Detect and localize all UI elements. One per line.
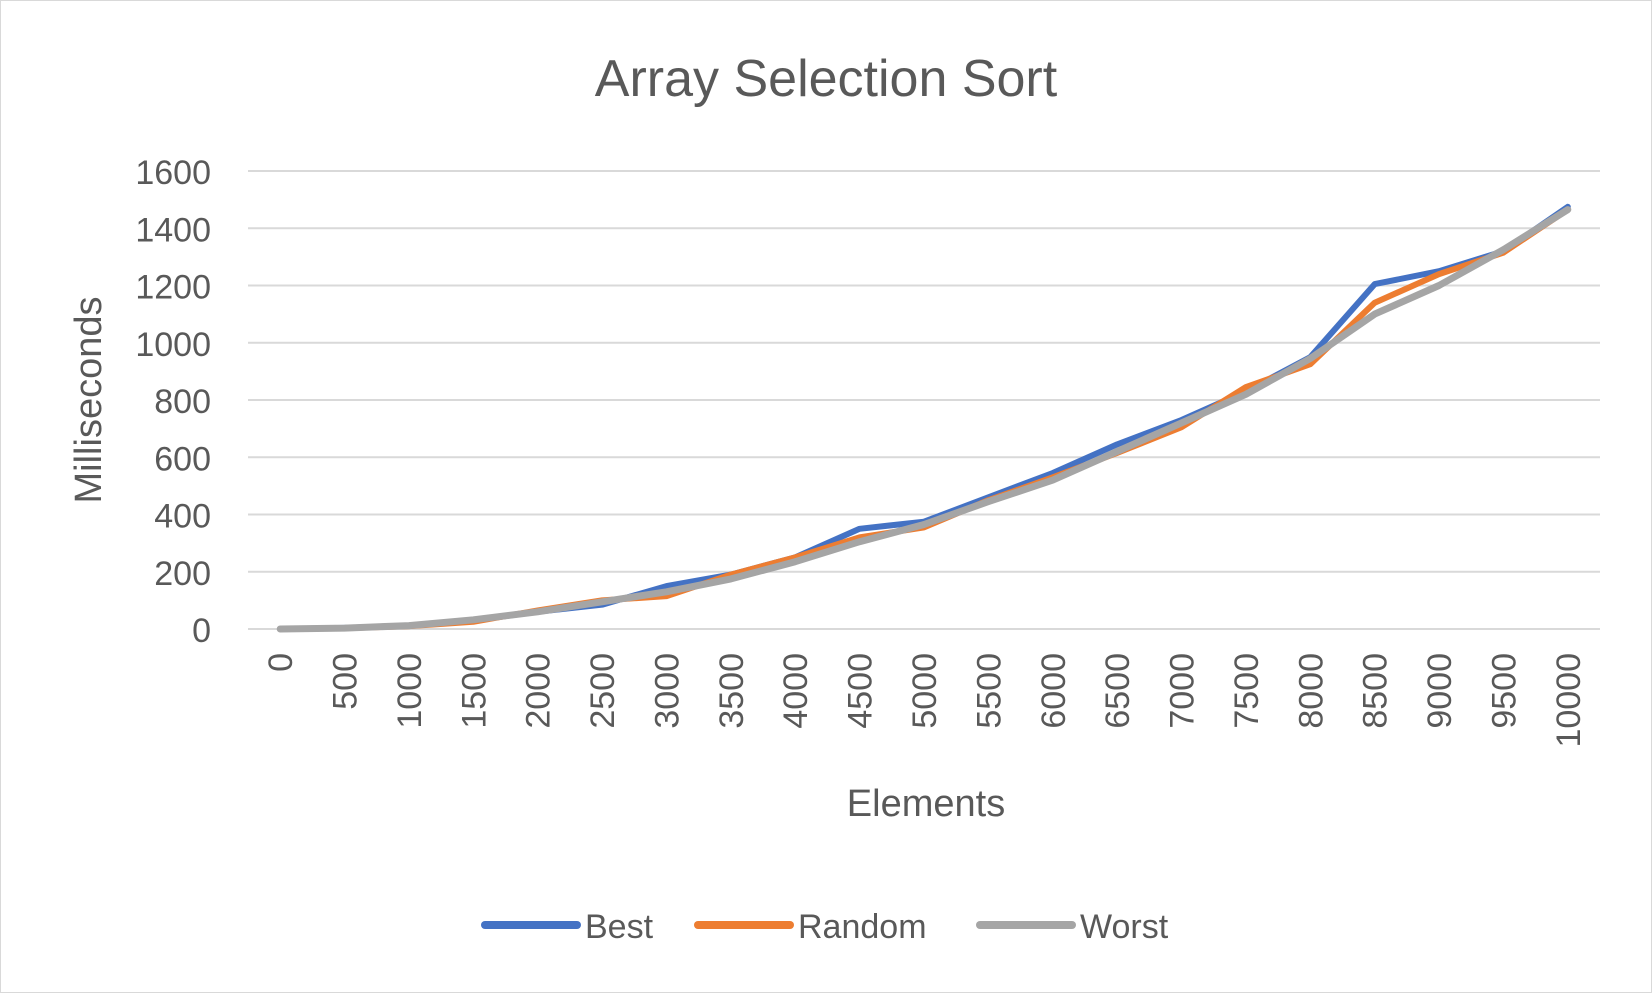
legend-label-worst: Worst bbox=[1080, 908, 1169, 946]
y-tick-label: 1400 bbox=[135, 211, 211, 249]
legend-label-random: Random bbox=[798, 908, 927, 946]
x-tick-label: 8000 bbox=[1292, 653, 1330, 729]
series-lines bbox=[276, 203, 1572, 633]
x-tick-label: 2000 bbox=[520, 653, 558, 729]
gridlines bbox=[248, 170, 1600, 573]
y-axis-title: Milliseconds bbox=[68, 297, 110, 504]
legend: Best Random Worst bbox=[481, 908, 1169, 946]
y-axis-ticks: 0 200 400 600 800 1000 1200 1400 1600 bbox=[135, 154, 211, 650]
x-tick-label: 1500 bbox=[455, 653, 493, 729]
y-tick-label: 400 bbox=[154, 498, 211, 536]
x-tick-label: 10000 bbox=[1550, 653, 1588, 748]
y-tick-label: 0 bbox=[192, 612, 211, 650]
y-tick-label: 200 bbox=[154, 555, 211, 593]
x-tick-label: 3000 bbox=[648, 653, 686, 729]
y-tick-label: 1600 bbox=[135, 154, 211, 192]
x-tick-label: 5000 bbox=[906, 653, 944, 729]
x-tick-label: 1000 bbox=[391, 653, 429, 729]
series-line-random bbox=[277, 206, 1571, 632]
x-axis-ticks: 0 500 1000 1500 2000 2500 3000 3500 4000 4500 5000… bbox=[262, 653, 1588, 748]
x-axis-title: Elements bbox=[847, 783, 1005, 825]
x-tick-label: 9500 bbox=[1485, 653, 1523, 729]
x-tick-label: 3500 bbox=[713, 653, 751, 729]
y-tick-label: 1200 bbox=[135, 269, 211, 307]
x-tick-label: 9000 bbox=[1421, 653, 1459, 729]
chart-title: Array Selection Sort bbox=[595, 50, 1058, 108]
series-line-worst bbox=[276, 206, 1572, 633]
y-tick-label: 1000 bbox=[135, 326, 211, 364]
x-tick-label: 7000 bbox=[1164, 653, 1202, 729]
legend-label-best: Best bbox=[585, 908, 654, 946]
y-tick-label: 800 bbox=[154, 383, 211, 421]
x-tick-label: 4000 bbox=[777, 653, 815, 729]
x-tick-label: 500 bbox=[327, 653, 365, 710]
x-tick-label: 6500 bbox=[1099, 653, 1137, 729]
y-tick-label: 600 bbox=[154, 440, 211, 478]
x-tick-label: 2500 bbox=[584, 653, 622, 729]
series-line-best bbox=[277, 203, 1571, 632]
x-tick-label: 0 bbox=[262, 653, 300, 672]
x-tick-label: 4500 bbox=[842, 653, 880, 729]
x-tick-label: 6000 bbox=[1035, 653, 1073, 729]
x-tick-label: 5500 bbox=[970, 653, 1008, 729]
x-tick-label: 8500 bbox=[1357, 653, 1395, 729]
x-tick-label: 7500 bbox=[1228, 653, 1266, 729]
